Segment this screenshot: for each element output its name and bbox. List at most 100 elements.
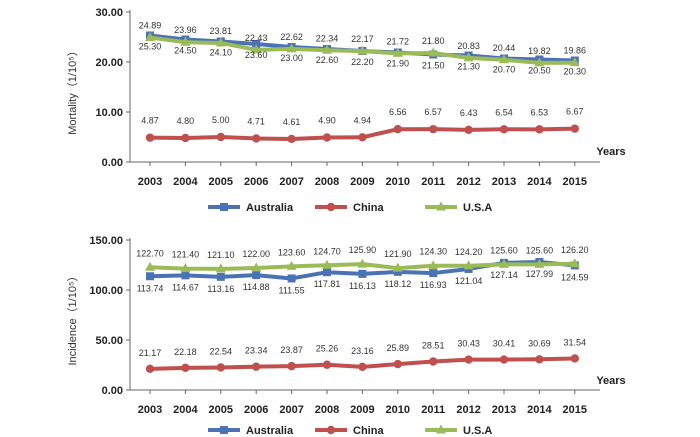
- legend-label: U.S.A: [463, 425, 492, 437]
- data-label: 22.54: [210, 346, 233, 356]
- y-tick-label: 0.00: [102, 385, 123, 397]
- data-label: 125.60: [490, 245, 518, 255]
- data-point: [535, 125, 544, 134]
- data-point: [429, 357, 438, 366]
- data-label: 118.12: [384, 279, 411, 289]
- data-point: [322, 44, 332, 54]
- data-label: 117.81: [314, 279, 341, 289]
- legend-swatch-marker: [326, 202, 336, 212]
- data-label: 19.86: [564, 46, 587, 56]
- y-axis-title: Mortality（1/10⁵）: [66, 45, 79, 135]
- data-label: 6.56: [389, 107, 407, 117]
- data-label: 124.59: [561, 272, 589, 282]
- labels-china: 4.87 4.80 5.00 4.71 4.61 4.90 4.94 6.56 6.57 6.43…: [141, 107, 583, 127]
- data-label: 116.93: [420, 280, 447, 290]
- legend-swatch-marker: [436, 424, 446, 434]
- data-point: [181, 363, 190, 373]
- data-label: 4.87: [141, 116, 159, 126]
- data-point: [287, 361, 296, 371]
- data-label: 127.99: [526, 269, 554, 279]
- y-tick-label: 10.00: [95, 107, 123, 119]
- data-label: 114.88: [243, 282, 270, 292]
- data-point: [252, 271, 261, 280]
- data-label: 22.62: [280, 32, 303, 42]
- data-point: [215, 263, 226, 273]
- x-tick-label: 2015: [563, 404, 587, 416]
- data-point: [216, 363, 225, 372]
- data-label: 123.60: [278, 247, 306, 257]
- data-point: [286, 260, 297, 270]
- data-label: 4.90: [318, 116, 336, 126]
- data-label: 121.90: [384, 249, 412, 259]
- data-point: [534, 258, 545, 268]
- data-point: [499, 54, 509, 64]
- data-label: 124.20: [455, 247, 483, 257]
- data-label: 6.53: [531, 107, 549, 117]
- legend-label: China: [353, 425, 384, 437]
- data-label: 122.00: [242, 249, 270, 259]
- x-tick-label: 2009: [350, 176, 374, 188]
- legend-swatch-marker: [326, 425, 336, 435]
- data-label: 20.44: [493, 43, 516, 53]
- data-point: [570, 354, 579, 363]
- data-point: [145, 364, 155, 374]
- data-label: 20.83: [457, 41, 480, 51]
- data-point: [252, 40, 261, 48]
- data-point: [287, 274, 296, 283]
- x-tick-label: 2005: [209, 404, 233, 416]
- data-label: 113.16: [207, 284, 234, 294]
- data-label: 125.90: [349, 245, 377, 255]
- data-label: 6.54: [495, 107, 513, 117]
- x-tick-label: 2006: [244, 404, 268, 416]
- legend-item: U.S.A: [425, 201, 492, 214]
- x-tick-label: 2011: [421, 176, 445, 188]
- data-label: 21.72: [387, 36, 410, 46]
- data-point: [251, 262, 262, 272]
- data-label: 22.60: [316, 55, 339, 65]
- data-point: [181, 133, 190, 143]
- x-tick-label: 2005: [209, 176, 233, 188]
- series-usa: [145, 32, 580, 67]
- data-label: 19.82: [528, 46, 551, 56]
- data-point: [216, 132, 225, 142]
- x-tick-label: 2008: [315, 176, 339, 188]
- y-axis-title: Incidence（1/10⁵）: [66, 270, 79, 365]
- data-label: 31.54: [564, 337, 587, 347]
- data-point: [251, 44, 262, 54]
- data-point: [499, 258, 509, 268]
- data-point: [215, 37, 226, 47]
- data-label: 23.87: [280, 345, 303, 355]
- data-point: [429, 124, 438, 134]
- data-point: [323, 268, 331, 277]
- data-point: [570, 124, 579, 133]
- y-tick-label: 30.00: [95, 7, 123, 19]
- data-label: 24.10: [210, 48, 233, 58]
- y-tick-label: 150.00: [89, 235, 123, 247]
- data-label: 116.13: [349, 281, 376, 291]
- x-tick-label: 2010: [386, 404, 410, 416]
- data-label: 20.70: [493, 65, 516, 75]
- data-point: [429, 269, 438, 278]
- data-point: [569, 57, 580, 67]
- data-point: [393, 125, 402, 134]
- chart-panel-2: 0.00 50.00 100.00 150.00 2003 2004 2005 2006 200…: [66, 235, 626, 437]
- data-point: [180, 263, 191, 273]
- legend-item: Australia: [208, 425, 294, 437]
- data-point: [357, 258, 368, 268]
- data-point: [534, 57, 545, 67]
- data-label: 25.30: [139, 42, 162, 52]
- data-point: [322, 360, 332, 369]
- x-tick-label: 2007: [279, 404, 303, 416]
- legend-item: U.S.A: [425, 424, 492, 437]
- data-point: [358, 269, 367, 278]
- data-point: [322, 259, 332, 269]
- data-point: [428, 47, 439, 57]
- data-point: [145, 261, 155, 271]
- data-label: 22.43: [245, 33, 268, 43]
- data-label: 4.80: [177, 116, 195, 126]
- data-point: [499, 355, 509, 364]
- y-tick-label: 0.00: [102, 157, 123, 169]
- data-point: [392, 262, 403, 272]
- data-point: [322, 133, 332, 142]
